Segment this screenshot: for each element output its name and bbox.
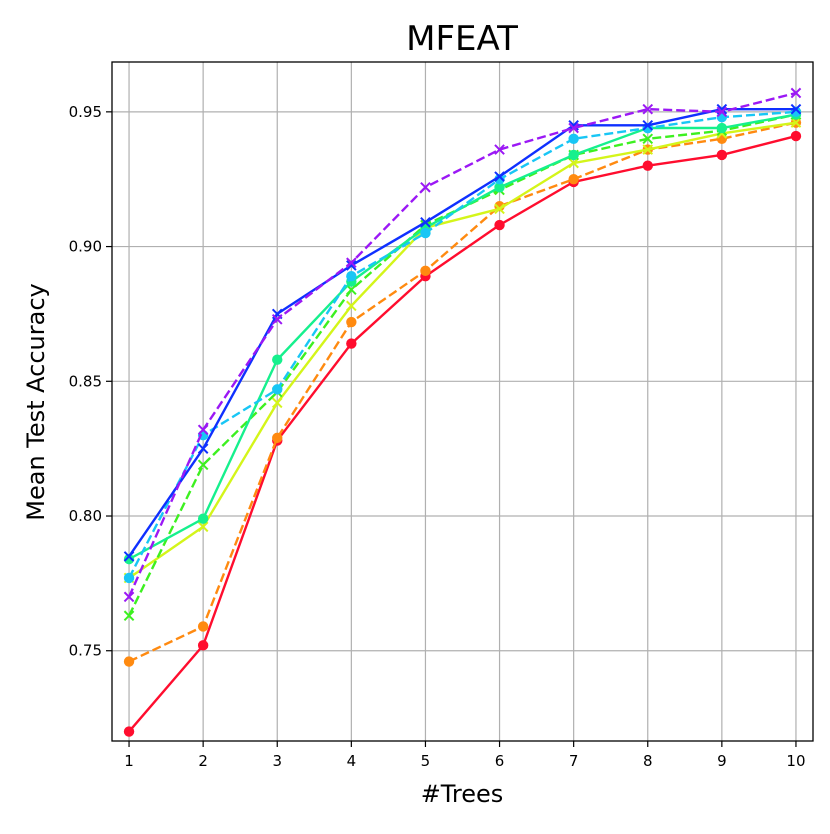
data-point — [420, 181, 431, 193]
data-point — [346, 284, 357, 295]
y-tick-label: 0.90 — [69, 238, 102, 256]
data-point — [346, 316, 357, 328]
data-point — [346, 338, 357, 349]
series-purple-dashed-x — [123, 87, 802, 603]
x-tick-label: 2 — [198, 752, 208, 770]
x-tick-label: 8 — [643, 752, 653, 770]
data-point — [123, 726, 135, 737]
data-point — [568, 122, 579, 134]
x-tick-label: 3 — [272, 752, 282, 770]
series-line — [128, 121, 797, 663]
data-point — [568, 149, 579, 161]
data-point — [642, 160, 653, 171]
y-tick-label: 0.75 — [69, 642, 102, 660]
data-point — [716, 106, 728, 118]
data-point — [197, 443, 209, 454]
data-point — [346, 257, 357, 269]
x-tick-label: 4 — [347, 752, 357, 770]
data-point — [716, 122, 728, 134]
data-point — [123, 610, 135, 622]
y-tick-label: 0.80 — [69, 507, 102, 525]
data-point — [346, 300, 357, 312]
data-point — [420, 217, 431, 228]
data-point — [790, 103, 802, 115]
data-point — [123, 551, 135, 562]
data-point — [642, 120, 654, 131]
data-point — [790, 117, 802, 128]
x-tick-label: 6 — [495, 752, 505, 770]
data-point — [271, 314, 283, 325]
data-point — [420, 227, 431, 239]
data-point — [123, 656, 135, 667]
data-point — [197, 521, 209, 533]
x-tick-label: 10 — [786, 752, 805, 770]
x-axis-label: #Trees — [421, 780, 504, 808]
data-point — [197, 459, 209, 471]
x-tick-label: 1 — [124, 752, 134, 770]
data-point — [420, 265, 431, 277]
data-point — [494, 203, 505, 215]
plot-frame — [111, 61, 814, 742]
data-point — [494, 171, 505, 182]
data-point — [790, 130, 802, 142]
y-axis-label: Mean Test Accuracy — [22, 283, 50, 520]
series-line — [127, 91, 797, 598]
data-point — [642, 103, 654, 115]
data-point — [494, 144, 505, 155]
x-tick-label: 5 — [421, 752, 431, 770]
chart-title: MFEAT — [406, 19, 518, 59]
data-point — [494, 174, 505, 185]
series-red-solid-circle — [123, 130, 802, 737]
data-point — [272, 384, 283, 395]
x-tick-label: 7 — [569, 752, 579, 770]
data-point — [346, 260, 357, 271]
data-point — [197, 513, 209, 524]
data-point — [790, 87, 802, 99]
data-point — [197, 424, 209, 436]
series-line — [128, 107, 796, 558]
y-tick-label: 0.95 — [69, 103, 102, 121]
data-point — [272, 432, 283, 444]
data-point — [123, 572, 135, 584]
x-tick-label: 9 — [717, 752, 727, 770]
data-point — [494, 219, 505, 231]
series-line — [127, 110, 797, 579]
y-tick-label: 0.85 — [69, 372, 102, 390]
data-point — [123, 591, 135, 603]
data-point — [197, 640, 209, 651]
data-point — [642, 144, 654, 155]
data-point — [494, 182, 505, 193]
data-point — [271, 397, 283, 409]
data-point — [568, 174, 579, 185]
data-point — [123, 553, 135, 565]
data-point — [568, 157, 579, 169]
series-line — [128, 121, 797, 579]
series-layer — [123, 87, 802, 737]
tick-layer: 1 2 3 4 5 6 7 8 9 10 0.75 0.80 0.85 0.90 0.95 — [69, 103, 806, 770]
series-line — [128, 134, 797, 733]
data-point — [197, 621, 209, 632]
data-point — [568, 133, 579, 144]
data-point — [272, 354, 283, 365]
data-point — [642, 133, 654, 145]
data-point — [346, 271, 357, 282]
data-point — [716, 149, 728, 161]
